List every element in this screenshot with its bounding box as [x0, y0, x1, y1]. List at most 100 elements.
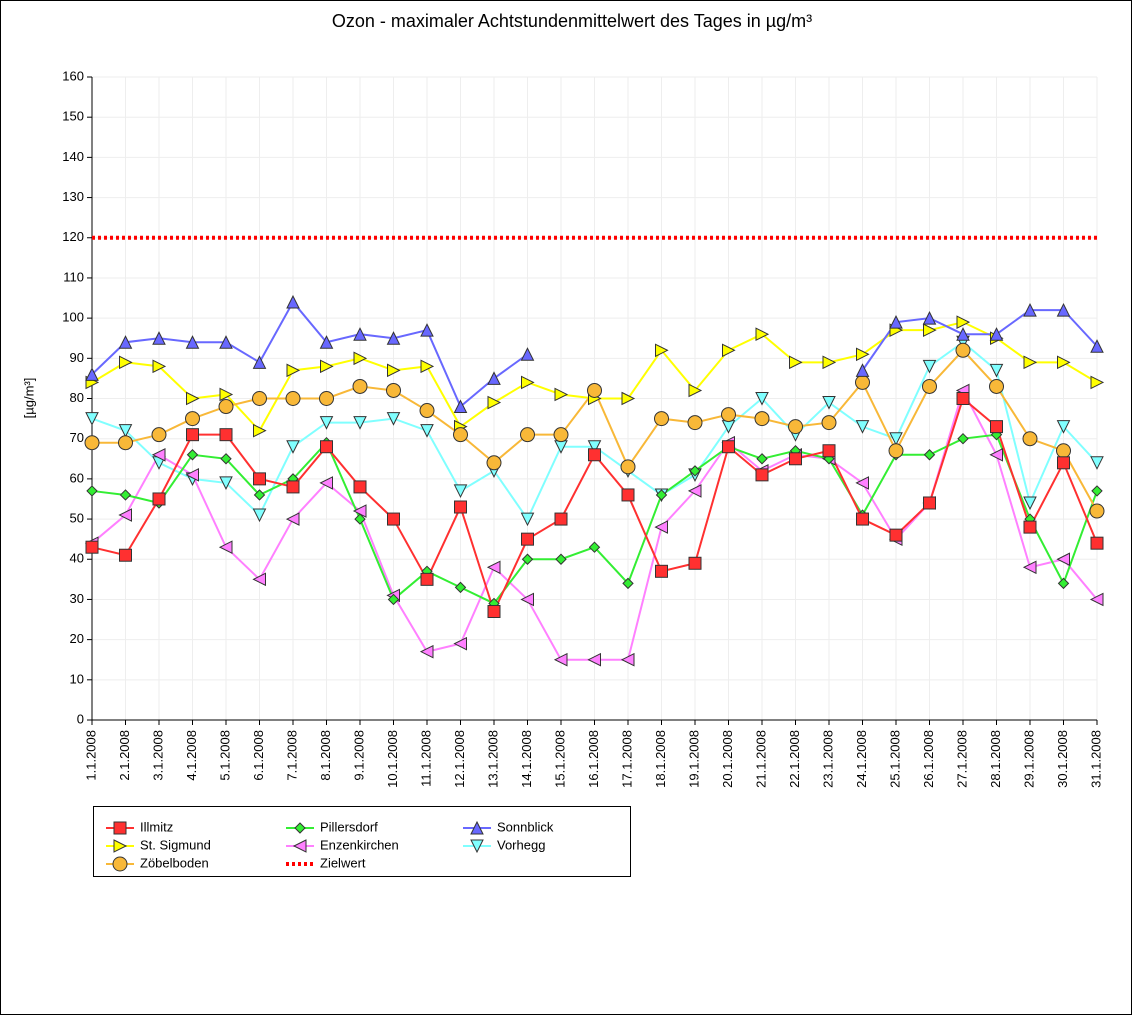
marker [185, 411, 200, 427]
marker [889, 315, 903, 329]
y-tick-label: 70 [70, 430, 84, 445]
marker [453, 636, 467, 651]
marker [320, 359, 334, 374]
marker [923, 449, 936, 461]
marker [285, 391, 301, 406]
marker [923, 323, 937, 337]
marker [113, 821, 127, 835]
x-tick-label: 14.1.2008 [519, 730, 534, 788]
marker [687, 415, 703, 431]
marker [654, 411, 669, 427]
marker [1023, 302, 1037, 317]
x-tick-label: 25.1.2008 [887, 730, 902, 788]
marker [888, 443, 904, 459]
marker [788, 419, 803, 435]
marker [822, 355, 837, 370]
marker [387, 593, 400, 606]
marker [352, 378, 368, 394]
marker [454, 581, 467, 594]
marker [990, 420, 1003, 434]
marker [989, 378, 1004, 394]
marker [253, 472, 266, 486]
marker [486, 455, 502, 471]
marker [756, 453, 768, 465]
chart-title: Ozon - maximaler Achtstundenmittelwert d… [332, 11, 812, 31]
x-tick-label: 30.1.2008 [1055, 730, 1070, 788]
marker [420, 572, 434, 586]
marker [621, 391, 636, 406]
marker [353, 480, 367, 494]
marker [687, 484, 702, 498]
marker [553, 652, 568, 667]
marker [286, 480, 300, 494]
x-tick-label: 9.1.2008 [351, 730, 366, 781]
marker [86, 485, 98, 497]
marker [319, 335, 334, 349]
x-tick-label: 7.1.2008 [284, 730, 299, 781]
marker [587, 382, 602, 398]
marker [1090, 375, 1105, 390]
marker [655, 489, 668, 501]
marker [755, 392, 769, 406]
legend-label: Enzenkirchen [320, 837, 399, 852]
marker [520, 592, 534, 607]
marker [789, 452, 802, 466]
marker [956, 392, 970, 405]
x-tick-label: 8.1.2008 [318, 730, 333, 781]
marker [353, 327, 367, 341]
y-tick-label: 160 [62, 68, 84, 83]
marker [588, 448, 601, 462]
marker [487, 395, 502, 410]
marker [85, 367, 99, 381]
marker [722, 440, 735, 454]
legend-label: Zielwert [320, 855, 366, 870]
marker [185, 468, 199, 482]
marker [620, 652, 635, 667]
x-tick-label: 29.1.2008 [1021, 730, 1036, 788]
legend-label: Zöbelboden [140, 855, 209, 870]
marker [286, 294, 300, 309]
marker [520, 512, 535, 527]
marker [118, 508, 132, 522]
x-tick-label: 13.1.2008 [485, 730, 500, 788]
x-tick-label: 28.1.2008 [988, 730, 1003, 788]
x-tick-label: 24.1.2008 [854, 730, 869, 788]
y-tick-label: 120 [62, 229, 84, 244]
marker [470, 820, 484, 835]
marker [721, 407, 736, 423]
marker [252, 355, 267, 369]
marker [487, 604, 501, 618]
marker [1089, 503, 1105, 519]
marker [1091, 485, 1103, 497]
marker [186, 449, 199, 461]
marker [922, 311, 937, 325]
y-tick-label: 110 [63, 269, 84, 284]
marker [923, 496, 936, 510]
marker [1089, 592, 1104, 607]
marker [151, 427, 167, 443]
marker [521, 532, 534, 546]
x-tick-label: 22.1.2008 [787, 730, 802, 788]
y-tick-label: 140 [62, 149, 84, 164]
marker [219, 476, 233, 491]
marker [754, 411, 770, 427]
x-tick-label: 20.1.2008 [720, 730, 735, 788]
x-tick-label: 11.1.2008 [418, 730, 433, 787]
x-tick-label: 23.1.2008 [820, 730, 835, 788]
marker [922, 359, 937, 374]
marker [1090, 339, 1104, 353]
marker [387, 512, 400, 526]
marker [420, 323, 434, 337]
marker [922, 378, 937, 394]
marker [387, 363, 401, 378]
y-tick-label: 0 [77, 711, 84, 726]
marker [856, 347, 870, 362]
legend-label: Pillersdorf [320, 819, 378, 834]
marker [119, 355, 133, 370]
y-tick-label: 60 [70, 470, 84, 485]
x-tick-label: 31.1.2008 [1088, 730, 1103, 788]
marker [253, 489, 266, 501]
marker [1056, 552, 1070, 567]
marker [1057, 355, 1071, 370]
legend-label: Sonnblick [497, 819, 554, 834]
